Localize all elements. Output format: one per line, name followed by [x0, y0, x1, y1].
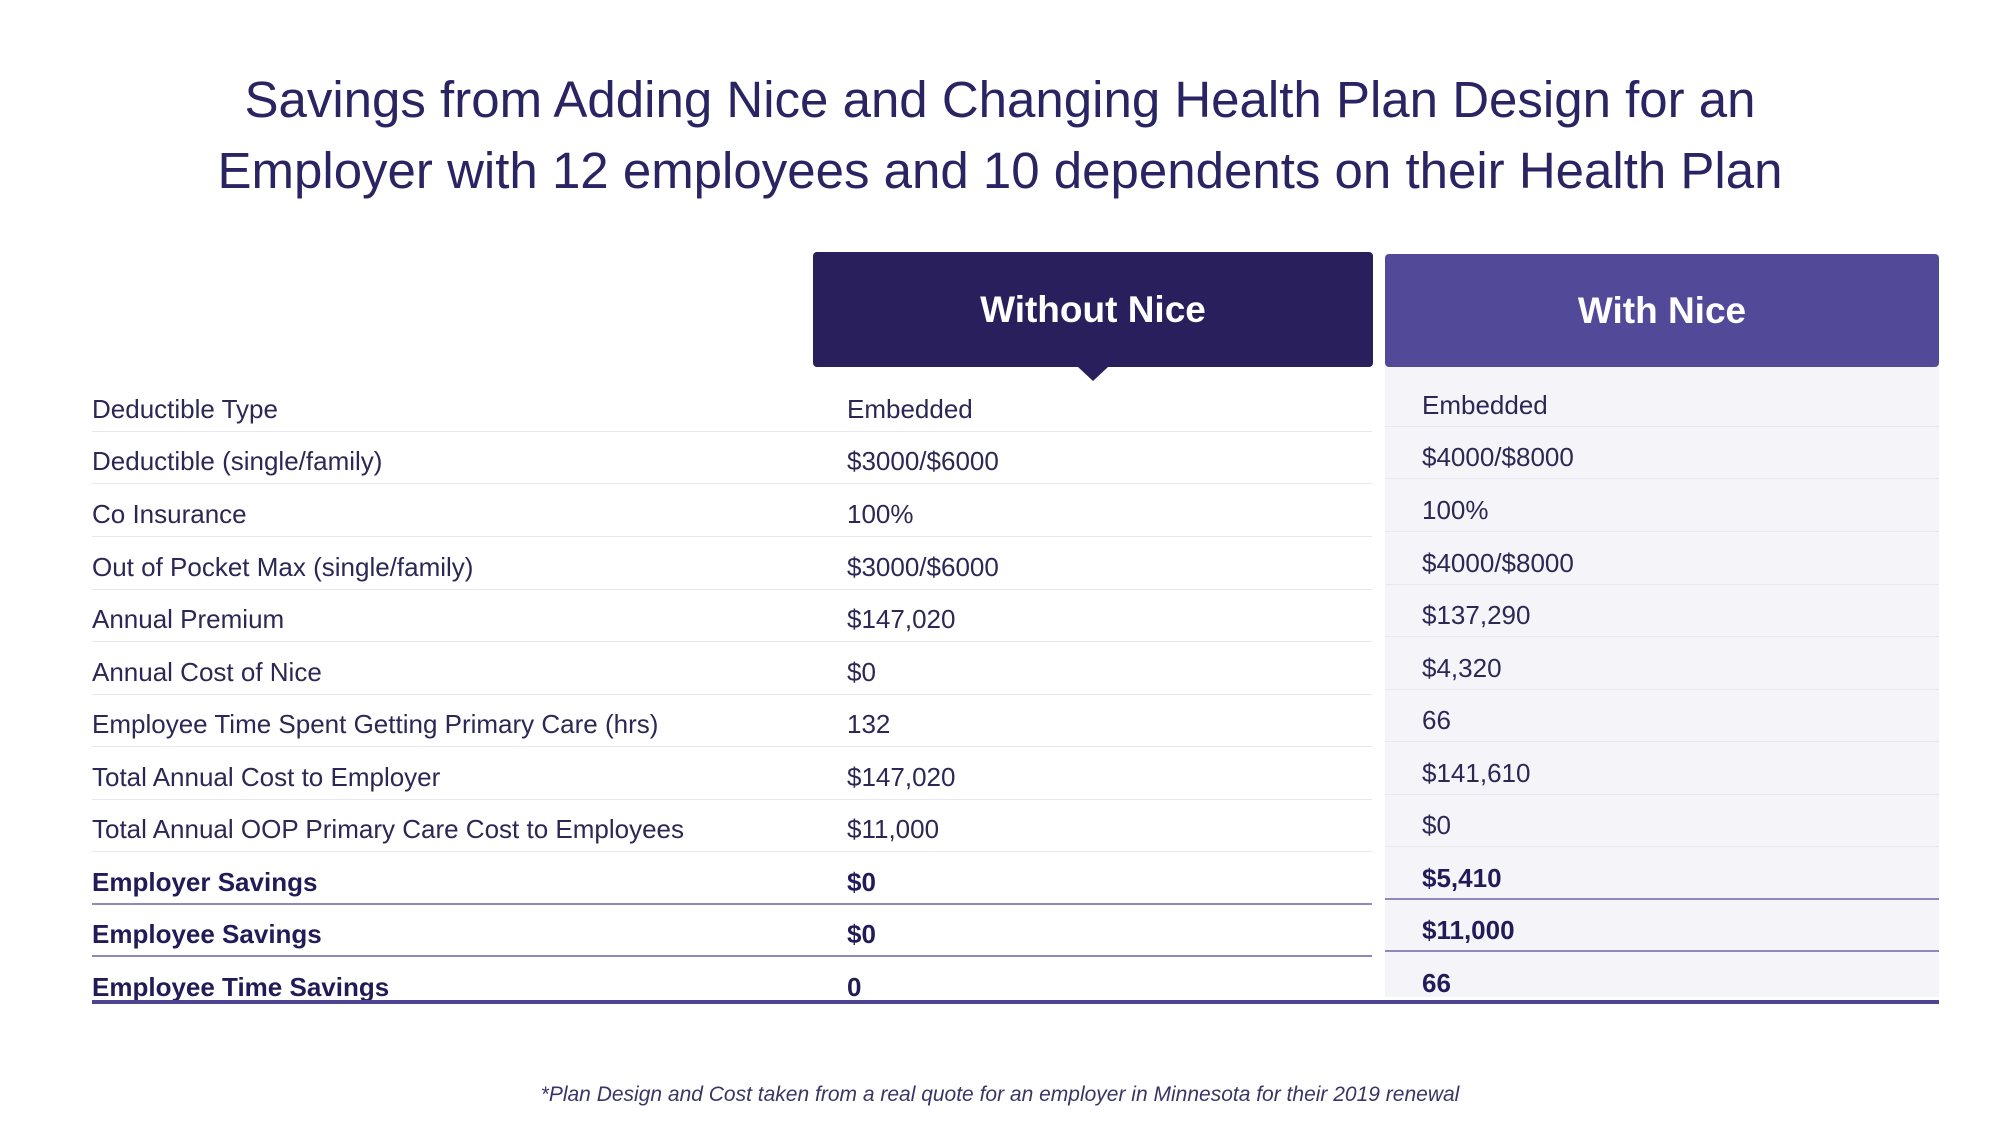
- column-header-without-label: Without Nice: [980, 288, 1206, 330]
- row-divider: [92, 431, 1372, 432]
- row-divider: [92, 903, 1372, 905]
- row-label: Out of Pocket Max (single/family): [92, 552, 474, 582]
- value-without-nice: $0: [847, 657, 876, 687]
- row-divider: [1385, 950, 1939, 952]
- row-divider: [92, 851, 1372, 852]
- table-row: Deductible (single/family) $3000/$6000 $…: [92, 432, 1939, 484]
- value-without-nice: $3000/$6000: [847, 552, 999, 582]
- row-divider: [1385, 478, 1939, 479]
- value-without-nice: $147,020: [847, 762, 956, 792]
- row-label: Total Annual Cost to Employer: [92, 762, 441, 792]
- table-row: Co Insurance 100% 100%: [92, 485, 1939, 537]
- row-label: Annual Cost of Nice: [92, 657, 322, 687]
- row-divider: [92, 536, 1372, 537]
- table-row: Out of Pocket Max (single/family) $3000/…: [92, 538, 1939, 590]
- value-with-nice: $137,290: [1422, 600, 1531, 630]
- row-divider: [92, 799, 1372, 800]
- row-divider: [92, 694, 1372, 695]
- table-row-summary: Employee Time Savings 0 66: [92, 958, 1939, 1010]
- title-line-1: Savings from Adding Nice and Changing He…: [244, 71, 1756, 128]
- row-divider: [1385, 689, 1939, 690]
- row-label: Deductible Type: [92, 394, 278, 424]
- footnote: *Plan Design and Cost taken from a real …: [540, 1083, 1460, 1106]
- row-divider: [1385, 531, 1939, 532]
- row-label: Employee Time Spent Getting Primary Care…: [92, 709, 659, 739]
- value-without-nice: 132: [847, 709, 891, 739]
- row-label: Employee Time Savings: [92, 972, 390, 1002]
- value-with-nice: 100%: [1422, 495, 1489, 525]
- table-row: Employee Time Spent Getting Primary Care…: [92, 695, 1939, 747]
- value-without-nice: $11,000: [847, 814, 940, 844]
- row-divider: [1385, 584, 1939, 585]
- table-row: Deductible Type Embedded Embedded: [92, 380, 1939, 432]
- row-label: Employer Savings: [92, 867, 318, 897]
- column-header-with-label: With Nice: [1577, 289, 1747, 331]
- row-divider: [92, 483, 1372, 484]
- value-with-nice: $4000/$8000: [1422, 442, 1574, 472]
- row-label: Employee Savings: [92, 919, 322, 949]
- row-divider: [1385, 794, 1939, 795]
- row-divider: [92, 641, 1372, 642]
- row-label: Annual Premium: [92, 604, 285, 634]
- value-with-nice: 66: [1422, 968, 1451, 998]
- value-with-nice: $4,320: [1422, 653, 1502, 683]
- row-divider: [1385, 636, 1939, 637]
- value-without-nice: $0: [847, 867, 876, 897]
- value-with-nice: 66: [1422, 705, 1451, 735]
- table-row: Annual Premium $147,020 $137,290: [92, 590, 1939, 642]
- value-without-nice: $0: [847, 919, 876, 949]
- value-without-nice: 0: [847, 972, 862, 1002]
- row-label: Deductible (single/family): [92, 446, 383, 476]
- column-header-pointer: [1078, 367, 1108, 381]
- value-with-nice: $11,000: [1422, 915, 1515, 945]
- with-nice-column-background: [1385, 367, 1939, 997]
- table-row-summary: Employer Savings $0 $5,410: [92, 853, 1939, 905]
- table-row: Total Annual OOP Primary Care Cost to Em…: [92, 800, 1939, 852]
- value-with-nice: $4000/$8000: [1422, 548, 1574, 578]
- row-divider: [92, 955, 1372, 957]
- value-without-nice: $147,020: [847, 604, 956, 634]
- row-divider: [92, 746, 1372, 747]
- value-with-nice: $0: [1422, 810, 1451, 840]
- value-without-nice: Embedded: [847, 394, 973, 424]
- page-title: Savings from Adding Nice and Changing He…: [0, 64, 2000, 206]
- table-row-summary: Employee Savings $0 $11,000: [92, 905, 1939, 957]
- row-label: Total Annual OOP Primary Care Cost to Em…: [92, 814, 684, 844]
- value-without-nice: $3000/$6000: [847, 446, 999, 476]
- row-divider: [1385, 846, 1939, 847]
- title-line-2: Employer with 12 employees and 10 depend…: [217, 142, 1783, 199]
- row-divider: [1385, 741, 1939, 742]
- table-row: Total Annual Cost to Employer $147,020 $…: [92, 748, 1939, 800]
- column-header-with-nice: With Nice: [1385, 254, 1939, 381]
- row-divider: [1385, 426, 1939, 427]
- row-divider: [1385, 898, 1939, 900]
- table-bottom-rule: [92, 1000, 1939, 1004]
- value-without-nice: 100%: [847, 499, 914, 529]
- row-label: Co Insurance: [92, 499, 247, 529]
- row-divider: [92, 589, 1372, 590]
- value-with-nice: Embedded: [1422, 390, 1548, 420]
- table-row: Annual Cost of Nice $0 $4,320: [92, 643, 1939, 695]
- value-with-nice: $5,410: [1422, 863, 1502, 893]
- column-header-without-nice: Without Nice: [813, 252, 1373, 381]
- value-with-nice: $141,610: [1422, 758, 1531, 788]
